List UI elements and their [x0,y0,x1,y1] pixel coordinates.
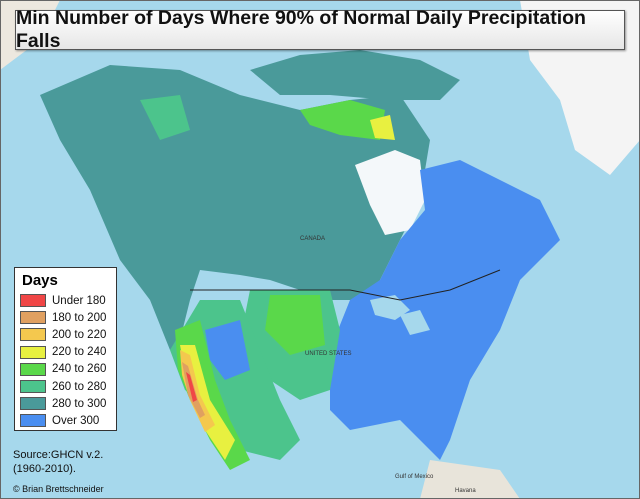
legend-label: 200 to 220 [52,328,107,341]
legend-swatch [20,380,46,394]
region-280-300 [40,65,430,350]
legend-label: 280 to 300 [52,397,107,410]
us-canada-border [190,269,501,301]
source-line-2: (1960-2010). [13,463,76,475]
region-over-300-rockies [205,320,250,380]
legend-swatch [20,362,46,376]
hudson-bay [355,150,425,235]
legend-swatch [20,294,46,308]
legend-item: 220 to 240 [20,344,111,361]
credit: © Brian Brettschneider [13,484,104,494]
legend-swatch [20,345,46,359]
region-over-300-east [330,160,560,460]
label-havana: Havana [455,488,476,494]
region-240-260-plains [265,295,325,355]
legend-label: Over 300 [52,414,100,427]
label-united-states: UNITED STATES [305,351,351,357]
great-lakes-2 [400,310,430,335]
legend-label: Under 180 [52,294,106,307]
legend-label: 240 to 260 [52,363,107,376]
source-line-1: Source:GHCN v.2. [13,449,104,461]
legend-swatch [20,311,46,325]
region-under-180 [186,372,197,402]
legend-swatch [20,414,46,428]
legend-item: 180 to 200 [20,309,111,326]
legend-swatch [20,397,46,411]
legend-title: Days [22,272,58,289]
legend-label: 260 to 280 [52,380,107,393]
label-gulf: Gulf of Mexico [395,474,434,480]
legend-item: Under 180 [20,292,111,309]
legend-item: 280 to 300 [20,395,111,412]
region-arctic-islands [250,50,460,100]
legend-item: 260 to 280 [20,378,111,395]
source-note: Source:GHCN v.2. (1960-2010). [13,448,103,476]
legend-swatch [20,328,46,342]
legend: Days Under 180 180 to 200 200 to 220 220 to… [14,267,117,431]
caribbean-land [420,460,520,499]
legend-label: 220 to 240 [52,346,107,359]
map-title: Min Number of Days Where 90% of Normal D… [15,7,625,52]
region-260-280-yukon [140,95,190,140]
legend-item: Over 300 [20,412,111,429]
legend-item: 240 to 260 [20,361,111,378]
legend-label: 180 to 200 [52,311,107,324]
label-canada: CANADA [300,236,325,242]
legend-item: 200 to 220 [20,326,111,343]
region-240-260-north [300,100,385,140]
region-220-240-north [370,115,395,140]
great-lakes [370,295,410,320]
